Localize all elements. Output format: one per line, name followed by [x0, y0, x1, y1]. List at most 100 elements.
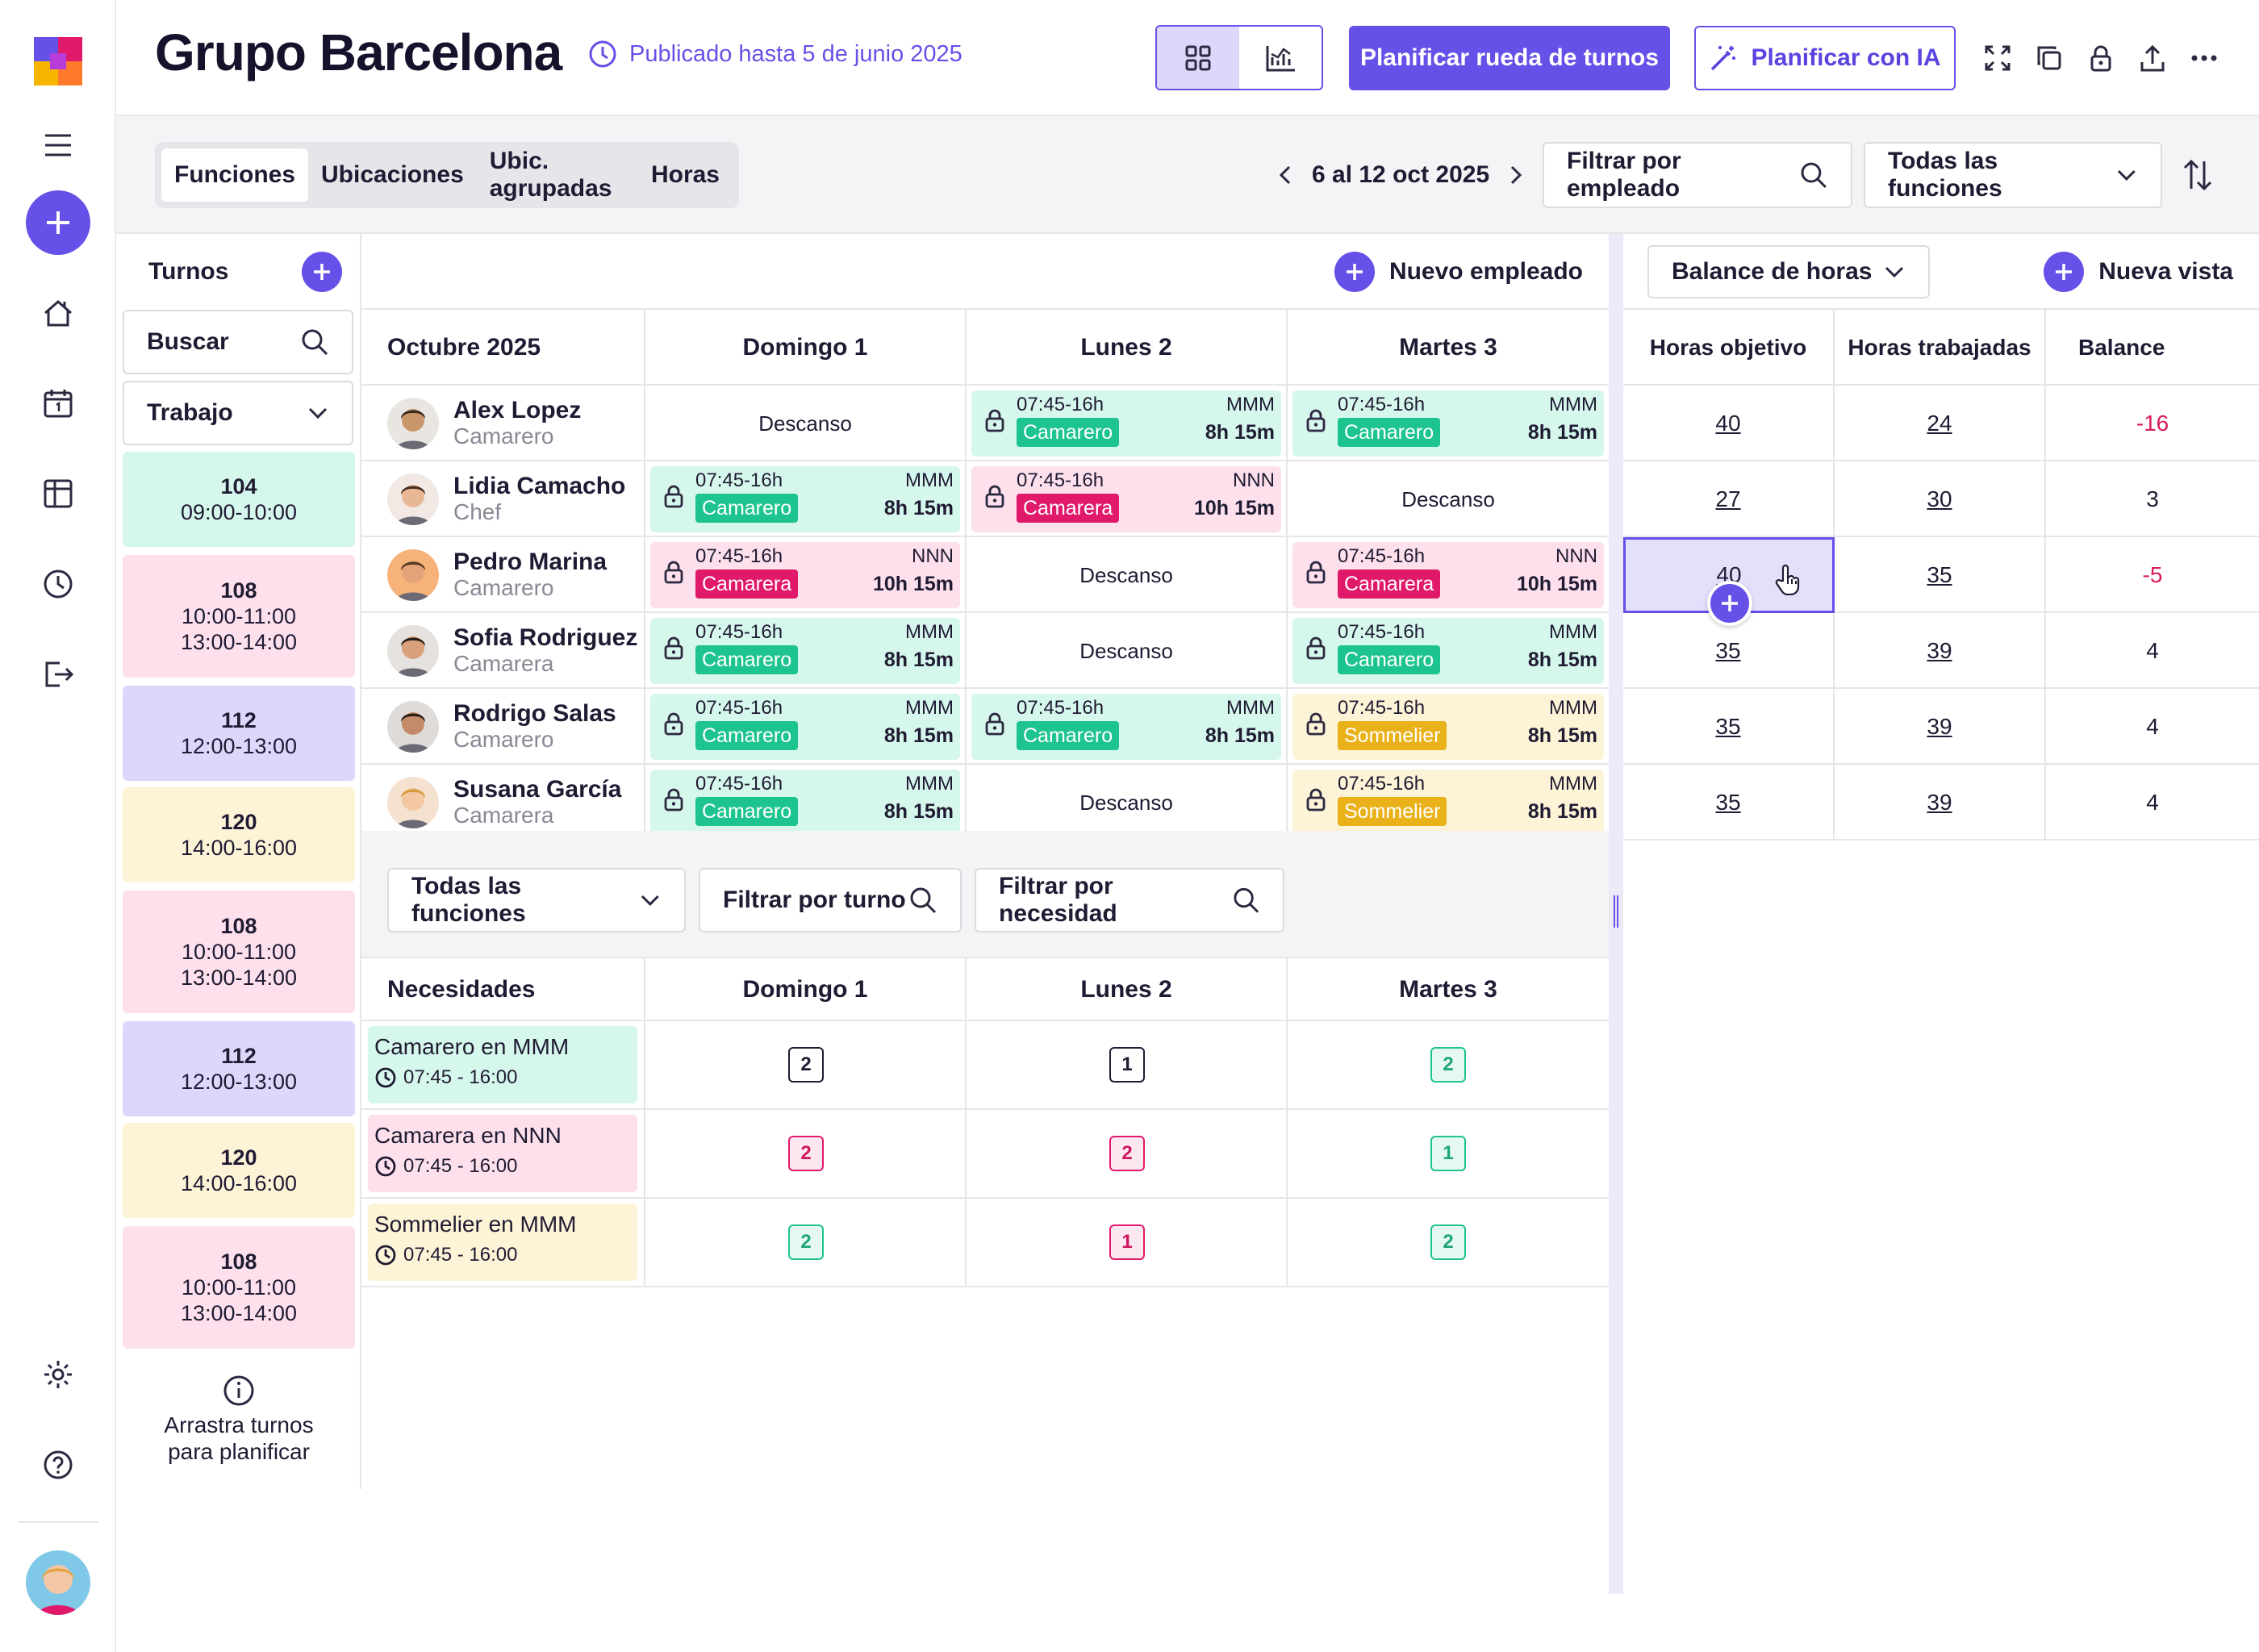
rest-day-cell[interactable]: Descanso	[967, 537, 1288, 613]
assigned-shift[interactable]: 07:45-16h MMM 8h 15m Sommelier	[1292, 770, 1604, 836]
new-view-button[interactable]: Nueva vista	[2044, 252, 2233, 292]
sort-icon[interactable]	[2182, 158, 2214, 192]
shift-cell[interactable]: 07:45-16h MMM 8h 15m Camarero	[645, 613, 967, 689]
need-count-cell[interactable]: 2	[645, 1021, 967, 1110]
lock-icon[interactable]	[2078, 35, 2123, 81]
rest-day-cell[interactable]: Descanso	[645, 386, 967, 461]
rest-day-cell[interactable]: Descanso	[967, 765, 1288, 841]
worked-hours-cell[interactable]: 39	[1835, 765, 2046, 841]
employee-cell[interactable]: Alex Lopez Camarero	[361, 386, 645, 461]
needs-function-filter[interactable]: Todas las funciones	[387, 868, 686, 932]
assigned-shift[interactable]: 07:45-16h MMM 8h 15m Camarero	[650, 618, 960, 684]
target-hours-cell[interactable]: 35	[1623, 613, 1835, 689]
shift-card[interactable]: 108 10:00-11:00 13:00-14:00	[123, 555, 355, 678]
shift-card[interactable]: 120 14:00-16:00	[123, 787, 355, 882]
worked-hours-cell[interactable]: 35	[1835, 537, 2046, 613]
function-filter-select[interactable]: Todas las funciones	[1864, 142, 2162, 208]
assigned-shift[interactable]: 07:45-16h NNN 10h 15m Camarera	[650, 542, 960, 608]
home-icon[interactable]	[32, 287, 84, 339]
publish-status[interactable]: Publicado hasta 5 de junio 2025	[587, 39, 962, 69]
copy-icon[interactable]	[2027, 35, 2072, 81]
settings-icon[interactable]	[32, 1349, 84, 1400]
shift-cell[interactable]: 07:45-16h MMM 8h 15m Camarero	[645, 765, 967, 841]
assigned-shift[interactable]: 07:45-16h MMM 8h 15m Camarero	[650, 466, 960, 532]
tab-ubic-agrupadas[interactable]: Ubic. agrupadas	[489, 148, 612, 202]
need-count-cell[interactable]: 2	[645, 1199, 967, 1287]
grid-view-button[interactable]	[1157, 27, 1239, 89]
assigned-shift[interactable]: 07:45-16h MMM 8h 15m Camarero	[1292, 618, 1604, 684]
assigned-shift[interactable]: 07:45-16h MMM 8h 15m Camarero	[650, 694, 960, 760]
shift-card[interactable]: 104 09:00-10:00	[123, 452, 355, 547]
employee-cell[interactable]: Pedro Marina Camarero	[361, 537, 645, 613]
need-card[interactable]: Sommelier en MMM 07:45 - 16:00	[368, 1204, 637, 1281]
assigned-shift[interactable]: 07:45-16h MMM 8h 15m Camarero	[1292, 390, 1604, 457]
shift-cell[interactable]: 07:45-16h MMM 8h 15m Camarero	[967, 689, 1288, 765]
tab-ubicaciones[interactable]: Ubicaciones	[321, 161, 464, 188]
worked-hours-cell[interactable]: 39	[1835, 613, 2046, 689]
user-avatar[interactable]	[26, 1550, 90, 1615]
chart-view-button[interactable]	[1239, 27, 1322, 89]
new-employee-button[interactable]: Nuevo empleado	[1334, 252, 1583, 292]
need-count-cell[interactable]: 1	[1288, 1110, 1609, 1199]
employee-filter-input[interactable]: Filtrar por empleado	[1543, 142, 1852, 208]
chevron-left-icon[interactable]	[1278, 164, 1292, 186]
needs-shift-filter[interactable]: Filtrar por turno	[699, 868, 962, 932]
shift-card[interactable]: 112 12:00-13:00	[123, 686, 355, 781]
need-count-cell[interactable]: 2	[967, 1110, 1288, 1199]
need-count-cell[interactable]: 2	[1288, 1199, 1609, 1287]
add-target-button[interactable]	[1707, 581, 1752, 626]
more-options-icon[interactable]	[2182, 35, 2227, 81]
shift-cell[interactable]: 07:45-16h MMM 8h 15m Camarero	[1288, 613, 1609, 689]
help-icon[interactable]	[32, 1439, 84, 1491]
shift-card[interactable]: 108 10:00-11:00 13:00-14:00	[123, 891, 355, 1013]
worked-hours-cell[interactable]: 24	[1835, 386, 2046, 461]
shift-cell[interactable]: 07:45-16h MMM 8h 15m Camarero	[967, 386, 1288, 461]
calendar-icon[interactable]	[32, 378, 84, 429]
chevron-right-icon[interactable]	[1509, 164, 1523, 186]
tab-horas[interactable]: Horas	[650, 161, 720, 188]
table-icon[interactable]	[32, 468, 84, 519]
balance-view-select[interactable]: Balance de horas	[1647, 245, 1930, 298]
needs-need-filter[interactable]: Filtrar por necesidad	[975, 868, 1284, 932]
target-hours-cell[interactable]: 35	[1623, 689, 1835, 765]
assigned-shift[interactable]: 07:45-16h NNN 10h 15m Camarera	[1292, 542, 1604, 608]
assigned-shift[interactable]: 07:45-16h MMM 8h 15m Camarero	[971, 390, 1281, 457]
app-logo-icon[interactable]	[32, 35, 84, 87]
target-hours-cell[interactable]: 27	[1623, 461, 1835, 537]
target-hours-cell[interactable]: 35	[1623, 765, 1835, 841]
menu-icon[interactable]	[32, 119, 84, 171]
share-upload-icon[interactable]	[2130, 35, 2175, 81]
shift-card[interactable]: 112 12:00-13:00	[123, 1021, 355, 1116]
shift-card[interactable]: 120 14:00-16:00	[123, 1123, 355, 1218]
view-toggle[interactable]	[1155, 25, 1323, 90]
export-icon[interactable]	[32, 649, 84, 700]
shift-cell[interactable]: 07:45-16h NNN 10h 15m Camarera	[967, 461, 1288, 537]
plan-ai-button[interactable]: Planificar con IA	[1694, 26, 1956, 90]
shift-search-input[interactable]: Buscar	[123, 310, 353, 374]
create-button[interactable]	[26, 190, 90, 255]
shift-cell[interactable]: 07:45-16h MMM 8h 15m Camarero	[1288, 386, 1609, 461]
need-count-cell[interactable]: 1	[967, 1021, 1288, 1110]
rest-day-cell[interactable]: Descanso	[967, 613, 1288, 689]
rest-day-cell[interactable]: Descanso	[1401, 486, 1495, 511]
shift-card[interactable]: 108 10:00-11:00 13:00-14:00	[123, 1226, 355, 1349]
shift-cell[interactable]: 07:45-16h MMM 8h 15m Camarero	[645, 461, 967, 537]
shift-type-select[interactable]: Trabajo	[123, 381, 353, 445]
employee-cell[interactable]: Sofia Rodriguez Camarera	[361, 613, 645, 689]
need-count-cell[interactable]: 2	[645, 1110, 967, 1199]
shift-cell[interactable]: 07:45-16h NNN 10h 15m Camarera	[645, 537, 967, 613]
employee-cell[interactable]: Lidia Camacho Chef	[361, 461, 645, 537]
need-card[interactable]: Camarero en MMM 07:45 - 16:00	[368, 1026, 637, 1103]
tab-funciones[interactable]: Funciones	[161, 148, 309, 202]
clock-icon[interactable]	[32, 558, 84, 610]
need-count-cell[interactable]: 1	[967, 1199, 1288, 1287]
shift-cell[interactable]: 07:45-16h MMM 8h 15m Sommelier	[1288, 765, 1609, 841]
add-shift-button[interactable]	[302, 252, 342, 292]
shift-cell[interactable]: 07:45-16h MMM 8h 15m Camarero	[645, 689, 967, 765]
employee-cell[interactable]: Rodrigo Salas Camarero	[361, 689, 645, 765]
assigned-shift[interactable]: 07:45-16h MMM 8h 15m Sommelier	[1292, 694, 1604, 760]
plan-rotation-button[interactable]: Planificar rueda de turnos	[1349, 26, 1670, 90]
need-count-cell[interactable]: 2	[1288, 1021, 1609, 1110]
need-card[interactable]: Camarera en NNN 07:45 - 16:00	[368, 1115, 637, 1192]
panel-splitter[interactable]	[1609, 234, 1623, 1594]
